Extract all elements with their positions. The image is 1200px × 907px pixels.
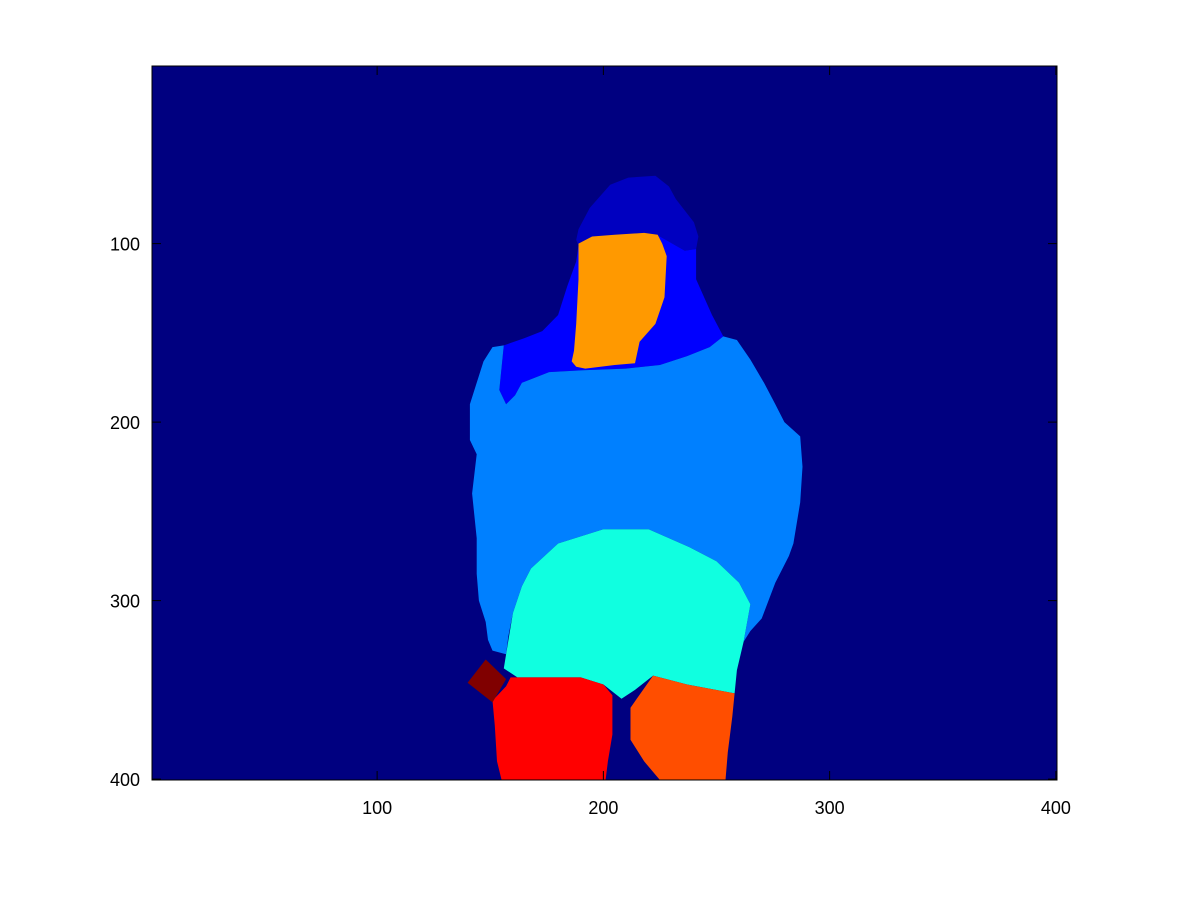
y-tick-label: 300 [110, 592, 140, 612]
face-region [571, 232, 667, 369]
x-tick-label: 300 [815, 798, 845, 818]
hand-region [467, 659, 507, 703]
right-leg-region [630, 675, 735, 780]
x-tick-label: 200 [588, 798, 618, 818]
lower-torso-region [503, 529, 751, 699]
torso-region [469, 336, 803, 655]
y-tick-label: 200 [110, 413, 140, 433]
axis-tick-labels: 100 200 300 400 100 200 300 400 [110, 235, 1071, 818]
hair-region [576, 175, 699, 251]
y-tick-label: 100 [110, 235, 140, 255]
x-tick-label: 400 [1041, 798, 1071, 818]
left-leg-region [492, 677, 613, 780]
axes-frame [151, 65, 1058, 781]
axis-ticks [152, 66, 1057, 780]
y-tick-label: 400 [110, 770, 140, 790]
segmentation-regions [467, 175, 803, 780]
x-tick-label: 100 [362, 798, 392, 818]
